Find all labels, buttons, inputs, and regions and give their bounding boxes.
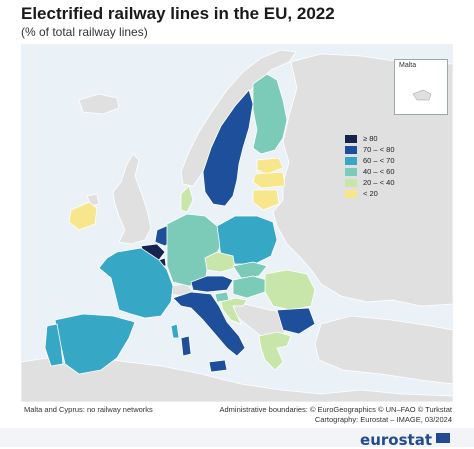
legend-item: ≥ 80 (345, 134, 425, 145)
map-title: Electrified railway lines in the EU, 202… (21, 4, 335, 23)
legend-item: 40 – < 60 (345, 167, 425, 178)
legend-swatch (345, 157, 357, 165)
legend-label: ≥ 80 (363, 134, 378, 143)
legend-label: 40 – < 60 (363, 167, 395, 176)
country-sweden (202, 89, 254, 207)
malta-island (412, 89, 432, 101)
malta-inset-label: Malta (399, 62, 417, 69)
legend-label: 70 – < 80 (363, 145, 395, 154)
country-italy (172, 291, 246, 357)
country-lithuania (252, 189, 280, 211)
legend-label: 60 – < 70 (363, 156, 395, 165)
country-ireland (68, 201, 98, 231)
legend-item: 20 – < 40 (345, 178, 425, 189)
country-romania (264, 269, 316, 311)
no-data-note: Malta and Cyprus: no railway networks (24, 405, 153, 414)
map-subtitle: (% of total railway lines) (21, 25, 148, 39)
cartography-credit: Cartography: Eurostat – IMAGE, 03/2024 (314, 415, 452, 424)
legend-label: < 20 (363, 189, 378, 198)
eurostat-logo: eurostat (360, 431, 432, 449)
malta-inset-map (412, 89, 432, 101)
map-legend: ≥ 80 70 – < 80 60 – < 70 40 – < 60 20 – … (345, 134, 425, 200)
country-denmark (180, 185, 194, 213)
country-austria (190, 275, 234, 293)
eu-flag-icon (436, 433, 450, 443)
legend-swatch (345, 179, 357, 187)
legend-swatch (345, 190, 357, 198)
legend-swatch (345, 168, 357, 176)
country-croatia (220, 297, 248, 325)
country-germany (166, 213, 222, 287)
legend-label: 20 – < 40 (363, 178, 395, 187)
boundaries-credit: Administrative boundaries: © EuroGeograp… (219, 405, 452, 414)
map-area (21, 44, 453, 402)
legend-item: 70 – < 80 (345, 145, 425, 156)
map-svg (21, 49, 453, 402)
country-greece (258, 331, 292, 371)
land-turkey (314, 315, 453, 385)
land-africa (21, 355, 453, 402)
legend-item: 60 – < 70 (345, 156, 425, 167)
country-slovakia (232, 261, 268, 279)
country-sardinia (180, 335, 192, 357)
country-sicily (208, 359, 228, 373)
country-estonia (256, 157, 284, 175)
footer-bar (0, 428, 474, 447)
country-france (98, 247, 174, 319)
land-uk (112, 153, 152, 245)
legend-swatch (345, 135, 357, 143)
malta-inset: Malta (394, 59, 448, 115)
country-poland (216, 215, 278, 265)
country-hungary (232, 275, 268, 299)
legend-item: < 20 (345, 189, 425, 200)
country-corsica (170, 323, 180, 339)
country-finland (252, 73, 288, 155)
country-bulgaria (276, 307, 316, 335)
country-portugal (44, 323, 64, 367)
land-iceland (78, 93, 120, 115)
country-latvia (252, 171, 286, 189)
legend-swatch (345, 146, 357, 154)
